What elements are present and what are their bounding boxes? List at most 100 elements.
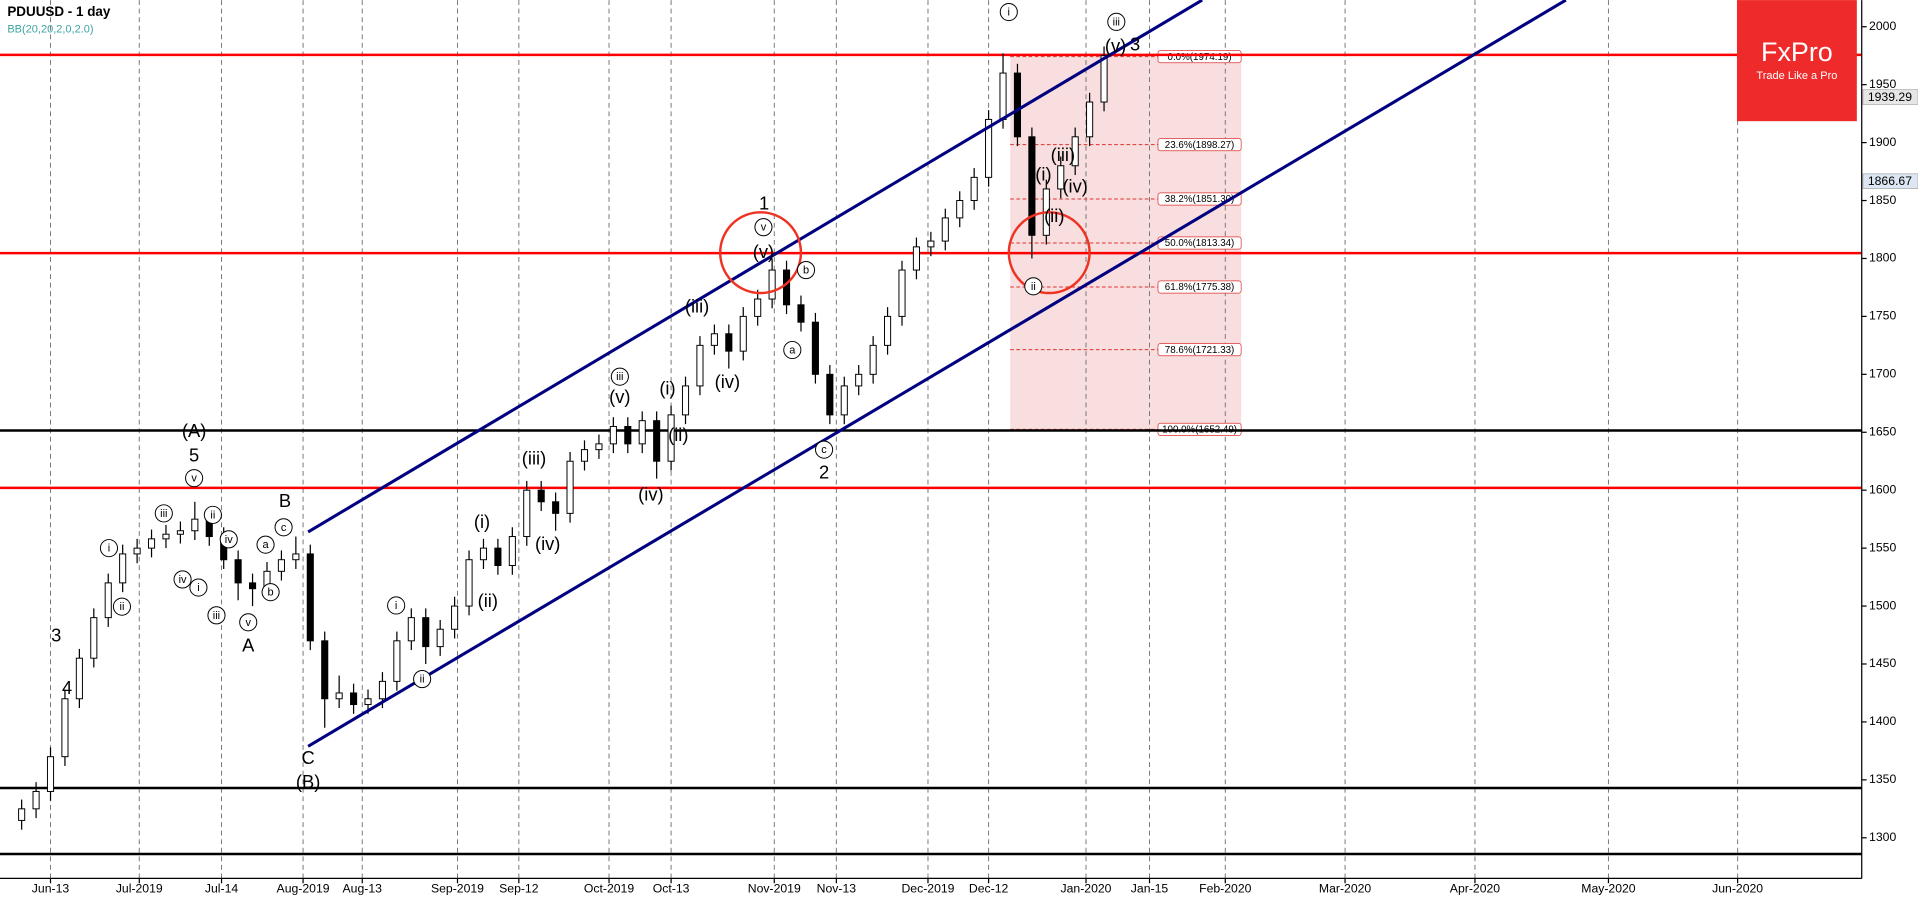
price-marker-box: [1862, 173, 1918, 189]
candle-body: [277, 559, 285, 572]
channel-line: [307, 0, 1203, 534]
x-tick-label: Apr-2020: [1450, 882, 1500, 896]
candle-body: [1100, 55, 1108, 103]
y-tick-label: 1600: [1869, 482, 1896, 496]
wave-label: 3: [1130, 34, 1140, 55]
candle-body: [1086, 101, 1094, 138]
wave-label: (ii): [668, 424, 688, 445]
x-tick-label: Oct-2019: [584, 882, 634, 896]
candle-body: [61, 698, 69, 758]
candle-body: [985, 118, 993, 178]
wave-label: 3: [51, 625, 61, 646]
wave-label-circle: [1107, 12, 1126, 31]
candle-body: [797, 304, 805, 323]
wave-label-circle: [387, 596, 406, 615]
candle-body: [1071, 136, 1079, 167]
wave-label: (v): [609, 386, 630, 407]
x-tick-label: Jul-14: [205, 882, 238, 896]
wave-label: (i): [1035, 163, 1051, 184]
wave-label-circle: [203, 505, 222, 524]
x-tick-label: Nov-13: [817, 882, 857, 896]
candle-body: [927, 240, 935, 248]
candle-body: [133, 547, 141, 555]
y-tick-label: 1450: [1869, 656, 1896, 670]
candle-body: [782, 269, 791, 306]
fibonacci-label: 61.8%(1775.38): [1165, 282, 1235, 293]
wave-label: (i): [474, 511, 490, 532]
wave-label: b: [268, 587, 274, 599]
candle-body: [335, 692, 343, 700]
wave-label: a: [262, 539, 269, 551]
wave-label: iii: [1113, 16, 1120, 28]
x-tick-label: Aug-2019: [277, 882, 330, 896]
plot-area: 0.0%(1974.19) 23.6%(1898.27) 38.2%(1851.30…: [0, 0, 1862, 879]
fibonacci-label-box: [1157, 138, 1242, 152]
wave-label: (i): [659, 377, 675, 398]
candle-body: [162, 533, 170, 540]
candle-body: [147, 538, 156, 549]
wave-label: (ii): [478, 590, 498, 611]
candle-body: [176, 530, 184, 535]
x-tick-label: Aug-13: [343, 882, 383, 896]
wave-label: C: [301, 747, 314, 768]
wave-label: 1: [759, 192, 769, 213]
candle-body: [580, 449, 589, 462]
fibonacci-label: 78.6%(1721.33): [1165, 345, 1235, 356]
wave-label: iii: [160, 508, 167, 520]
wave-label-circle: [815, 440, 834, 459]
y-tick-label: 1350: [1869, 772, 1896, 786]
chart-title: PDUUSD - 1 day: [7, 4, 111, 19]
candle-body: [479, 547, 488, 561]
y-tick-label: 1800: [1869, 251, 1896, 265]
candle-body: [552, 501, 560, 514]
wave-label-circle: [256, 535, 275, 554]
highlight-circle: [718, 211, 803, 295]
wave-label-circle: [783, 340, 802, 360]
wave-label: 5: [189, 445, 199, 466]
fibonacci-label: 23.6%(1898.27): [1165, 140, 1235, 151]
x-tick-label: Nov-2019: [748, 882, 801, 896]
wave-label-circle: [796, 260, 816, 280]
candle-body: [725, 333, 733, 352]
wave-label: i: [395, 600, 397, 612]
price-marker-box: [1862, 89, 1918, 105]
candle-body: [869, 344, 877, 375]
candle-body: [90, 617, 98, 659]
y-tick-label: 1750: [1869, 309, 1896, 323]
candle-body: [710, 333, 718, 346]
wave-label: B: [279, 490, 291, 511]
x-tick-label: Dec-12: [969, 882, 1009, 896]
candle-body: [826, 373, 834, 416]
candle-body: [970, 176, 978, 202]
candle-body: [537, 489, 545, 503]
candle-body: [653, 420, 661, 462]
y-tick-label: 1700: [1869, 367, 1896, 381]
candle-body: [292, 553, 300, 561]
wave-label: ii: [120, 601, 125, 613]
candle-body: [350, 692, 358, 706]
highlight-circle: [1007, 211, 1091, 295]
wave-label-circle: [999, 2, 1018, 22]
candle-body: [191, 518, 199, 532]
logo-tagline: Trade Like a Pro: [1756, 70, 1837, 82]
y-tick-label: 1850: [1869, 193, 1896, 207]
candle-body: [898, 269, 906, 317]
wave-label: A: [242, 634, 255, 655]
wave-label: v: [245, 617, 251, 629]
candle-body: [119, 553, 127, 584]
y-tick-label: 1400: [1869, 714, 1896, 728]
candle-body: [46, 756, 55, 792]
x-tick-label: Jun-13: [32, 882, 70, 896]
wave-label: v: [191, 473, 197, 485]
wave-label: (A): [182, 420, 206, 441]
candle-body: [638, 420, 646, 445]
wave-label: (iii): [685, 296, 709, 317]
candle-body: [422, 617, 430, 648]
wave-label-circle: [754, 218, 773, 237]
wave-label: ii: [420, 674, 425, 686]
fibonacci-label: 0.0%(1974.19): [1168, 52, 1232, 63]
y-tick-label: 1900: [1869, 135, 1896, 149]
fibonacci-label-box: [1157, 50, 1242, 64]
y-tick-label: 2000: [1869, 19, 1896, 33]
